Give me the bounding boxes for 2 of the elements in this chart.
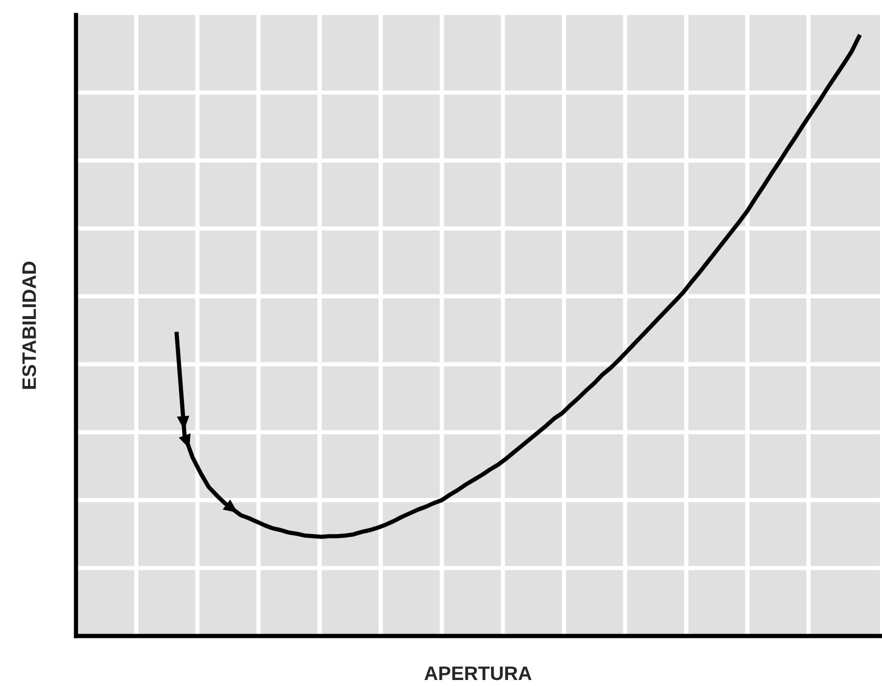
- y-axis-title: ESTABILIDAD: [22, 262, 36, 389]
- x-axis-title: APERTURA: [424, 666, 532, 680]
